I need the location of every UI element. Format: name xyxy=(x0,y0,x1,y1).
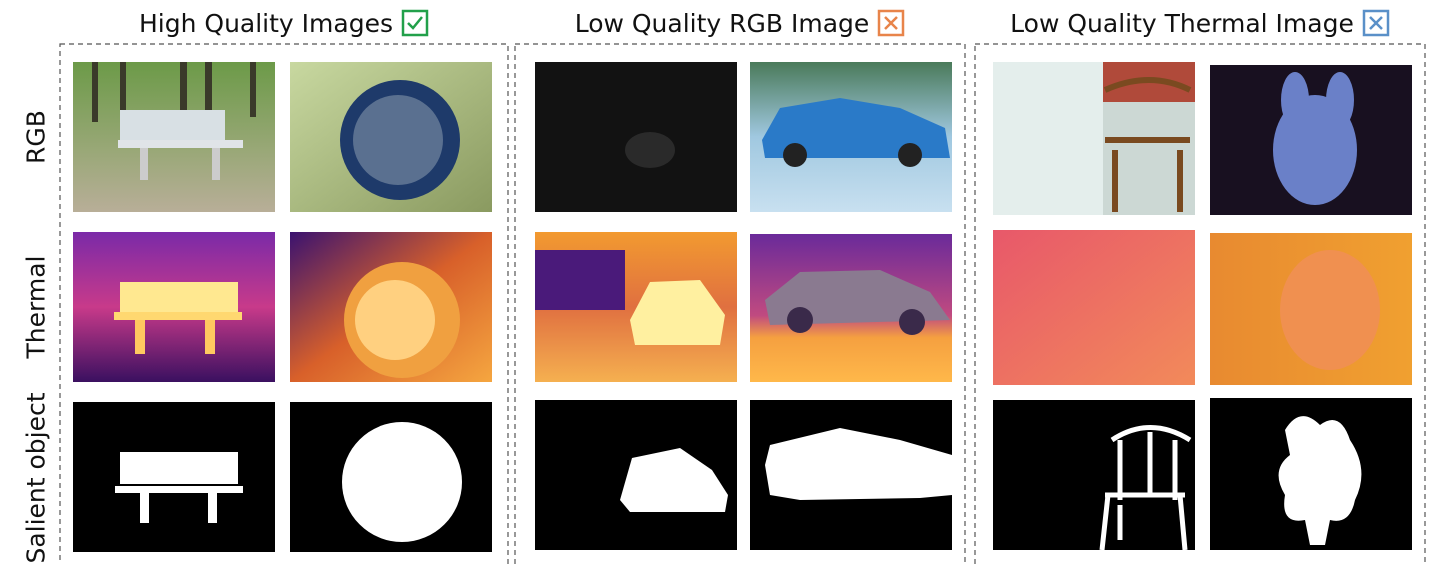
figure xyxy=(0,0,1430,564)
header-title: Low Quality Thermal Image xyxy=(1010,9,1354,38)
row-label: Thermal xyxy=(22,256,51,359)
group-low-thermal xyxy=(993,62,1412,550)
cross-icon xyxy=(1362,9,1390,37)
group-low-rgb xyxy=(535,62,952,550)
check-icon xyxy=(401,9,429,37)
group-high-quality xyxy=(73,62,492,552)
header: Low Quality Thermal Image xyxy=(975,4,1425,42)
cross-icon xyxy=(877,9,905,37)
row-label: RGB xyxy=(22,110,51,164)
row-label: Salient object xyxy=(22,392,51,563)
header-title: High Quality Images xyxy=(139,9,393,38)
header-title: Low Quality RGB Image xyxy=(575,9,870,38)
page: High Quality Images Low Quality RGB Imag… xyxy=(0,0,1430,564)
header: Low Quality RGB Image xyxy=(515,4,965,42)
header: High Quality Images xyxy=(60,4,508,42)
